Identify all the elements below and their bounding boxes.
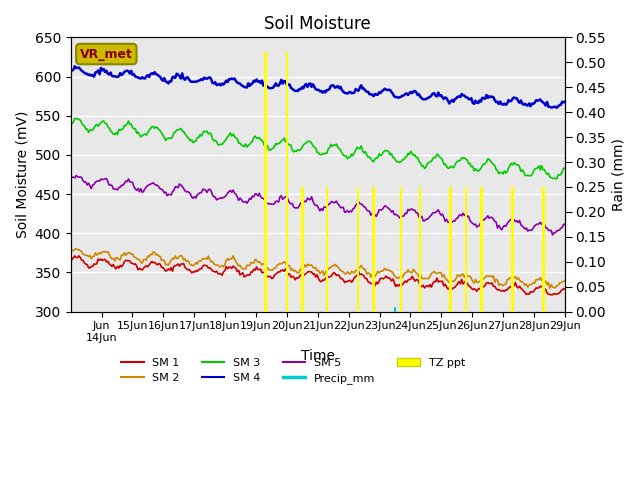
SM 3 — [284, 142, 292, 147]
SM 2 — [129, 251, 136, 257]
Legend: SM 1, SM 2, SM 3, SM 4, SM 5, Precip_mm, TZ ppt: SM 1, SM 2, SM 3, SM 4, SM 5, Precip_mm,… — [117, 353, 469, 388]
Bar — [511, 187, 514, 312]
SM 3 — [561, 166, 569, 171]
SM 4 — [284, 82, 292, 87]
SM 2 — [67, 250, 74, 255]
SM 3 — [71, 116, 79, 121]
SM 1 — [547, 292, 555, 298]
SM 5 — [216, 196, 223, 202]
SM 3 — [232, 135, 240, 141]
SM 2 — [535, 277, 543, 283]
SM 5 — [284, 197, 292, 203]
Line: SM 1: SM 1 — [70, 256, 565, 295]
SM 2 — [284, 263, 292, 268]
SM 4 — [535, 97, 543, 103]
Y-axis label: Rain (mm): Rain (mm) — [611, 138, 625, 211]
SM 5 — [67, 176, 74, 182]
SM 4 — [240, 84, 248, 90]
SM 1 — [75, 253, 83, 259]
SM 3 — [535, 163, 543, 169]
SM 1 — [561, 287, 569, 292]
SM 2 — [72, 246, 80, 252]
Bar — [419, 187, 421, 312]
SM 3 — [129, 125, 136, 131]
SM 2 — [546, 286, 554, 291]
Bar — [465, 187, 467, 312]
Bar — [481, 187, 483, 312]
Title: Soil Moisture: Soil Moisture — [264, 15, 371, 33]
SM 5 — [548, 232, 556, 238]
Y-axis label: Soil Moisture (mV): Soil Moisture (mV) — [15, 111, 29, 238]
Bar — [542, 187, 545, 312]
Bar — [264, 52, 266, 312]
SM 5 — [561, 222, 569, 228]
Bar — [301, 187, 303, 312]
SM 4 — [67, 69, 74, 74]
SM 3 — [240, 144, 248, 149]
SM 1 — [232, 265, 240, 271]
SM 2 — [216, 264, 223, 270]
X-axis label: Time: Time — [301, 348, 335, 362]
SM 4 — [71, 63, 79, 69]
SM 2 — [561, 278, 569, 284]
SM 5 — [232, 192, 240, 197]
Bar — [285, 52, 288, 312]
SM 1 — [129, 261, 136, 266]
SM 4 — [553, 105, 561, 111]
Bar — [400, 187, 403, 312]
Line: SM 2: SM 2 — [70, 249, 565, 288]
SM 2 — [240, 266, 248, 272]
SM 3 — [553, 176, 561, 182]
Line: SM 3: SM 3 — [70, 119, 565, 179]
SM 1 — [67, 257, 74, 263]
SM 1 — [240, 274, 248, 280]
Bar — [372, 187, 374, 312]
SM 5 — [72, 173, 80, 179]
Line: SM 4: SM 4 — [70, 66, 565, 108]
SM 1 — [284, 272, 292, 277]
SM 4 — [216, 81, 223, 87]
Line: SM 5: SM 5 — [70, 176, 565, 235]
SM 3 — [67, 120, 74, 126]
SM 4 — [129, 72, 136, 78]
Bar — [356, 187, 359, 312]
SM 4 — [561, 99, 569, 105]
SM 5 — [535, 221, 543, 227]
Bar — [394, 307, 396, 312]
SM 1 — [535, 285, 543, 291]
SM 4 — [232, 78, 240, 84]
SM 5 — [129, 180, 136, 185]
Bar — [326, 187, 328, 312]
Text: VR_met: VR_met — [80, 48, 132, 60]
SM 2 — [232, 259, 240, 264]
SM 3 — [216, 142, 223, 148]
Bar — [449, 187, 452, 312]
SM 5 — [240, 199, 248, 205]
SM 1 — [216, 271, 223, 276]
